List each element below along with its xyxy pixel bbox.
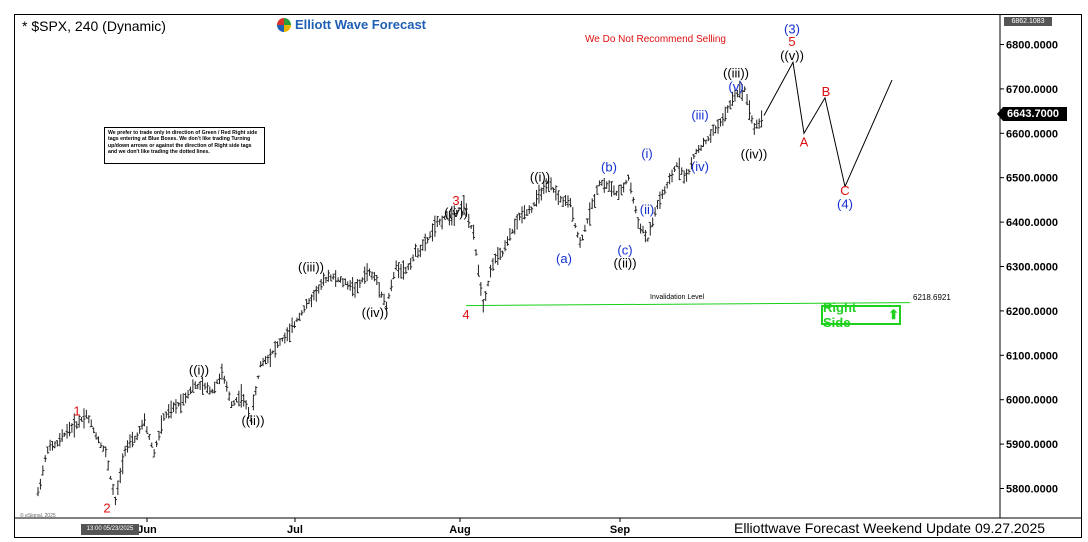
- y-tick-label: 6300.0000: [1006, 262, 1058, 274]
- price-top-label: 6862.1083: [1004, 17, 1052, 26]
- wave-label: ((i)): [530, 169, 550, 184]
- wave-label: ((iii)): [298, 260, 324, 275]
- update-footer: Elliottwave Forecast Weekend Update 09.2…: [734, 520, 1046, 536]
- current-price-label: 6643.7000: [997, 107, 1067, 121]
- x-tick-label: Jul: [287, 524, 303, 536]
- trading-note: We prefer to trade only in direction of …: [104, 127, 265, 164]
- wave-label: A: [800, 135, 809, 150]
- x-tick-label: Aug: [449, 524, 470, 536]
- wave-label: 3: [452, 193, 459, 208]
- wave-label: 1: [73, 403, 80, 418]
- esignal-credit: © eSignal, 2025: [20, 513, 56, 519]
- wave-label: (i): [641, 146, 653, 161]
- wave-label: 5: [788, 34, 795, 49]
- projection-path: [763, 60, 893, 189]
- wave-label: ((v)): [444, 205, 468, 220]
- wave-label: ((ii)): [613, 256, 636, 271]
- y-tick-label: 6000.0000: [1006, 395, 1058, 407]
- x-tick-label: Sep: [610, 524, 630, 536]
- wave-label: 2: [103, 501, 110, 516]
- warning-text: We Do Not Recommend Selling: [585, 34, 726, 45]
- y-tick-label: 6400.0000: [1006, 217, 1058, 229]
- y-tick-label: 5800.0000: [1006, 484, 1058, 496]
- wave-label: 4: [462, 307, 469, 322]
- wave-label: (v): [728, 79, 743, 94]
- wave-label: C: [840, 183, 849, 198]
- wave-label: (ii): [640, 202, 654, 217]
- symbol-title: * $SPX, 240 (Dynamic): [22, 18, 166, 34]
- right-side-text: Right Side: [823, 300, 857, 330]
- invalidation-label: Invalidation Level: [650, 294, 705, 301]
- chart-frame: [14, 14, 1082, 538]
- invalidation-line: [465, 302, 911, 307]
- y-tick-label: 6500.0000: [1006, 173, 1058, 185]
- wave-label: (b): [601, 160, 617, 175]
- wave-label: (iii): [691, 108, 708, 123]
- y-tick-label: 5900.0000: [1006, 439, 1058, 451]
- y-tick-label: 6100.0000: [1006, 350, 1058, 362]
- wave-label: ((i)): [189, 363, 209, 378]
- brand-icon: [277, 17, 291, 32]
- y-tick-label: 6800.0000: [1006, 40, 1058, 52]
- wave-label: (c): [617, 243, 632, 258]
- invalidation-value: 6218.6921: [913, 293, 951, 302]
- up-arrow-icon: ⬆: [888, 307, 899, 322]
- wave-label: ((iii)): [723, 65, 749, 80]
- y-tick-label: 6600.0000: [1006, 128, 1058, 140]
- wave-label: (4): [837, 196, 853, 211]
- wave-label: (iv): [691, 159, 709, 174]
- brand-logo: Elliott Wave Forecast: [277, 17, 426, 32]
- cursor-date: 13:00 05/23/2025: [81, 524, 139, 535]
- wave-label: ((v)): [780, 48, 804, 63]
- wave-label: (a): [556, 251, 572, 266]
- y-tick-label: 6200.0000: [1006, 306, 1058, 318]
- wave-label: ((iv)): [362, 305, 389, 320]
- y-tick-label: 6700.0000: [1006, 84, 1058, 96]
- right-side-tag: Right Side ⬆: [821, 300, 901, 330]
- brand-name: Elliott Wave Forecast: [295, 17, 426, 32]
- wave-label: (3): [784, 22, 800, 37]
- wave-label: B: [822, 84, 831, 99]
- wave-label: ((iv)): [741, 146, 768, 161]
- wave-label: ((ii)): [241, 413, 264, 428]
- x-tick-label: Jun: [137, 524, 157, 536]
